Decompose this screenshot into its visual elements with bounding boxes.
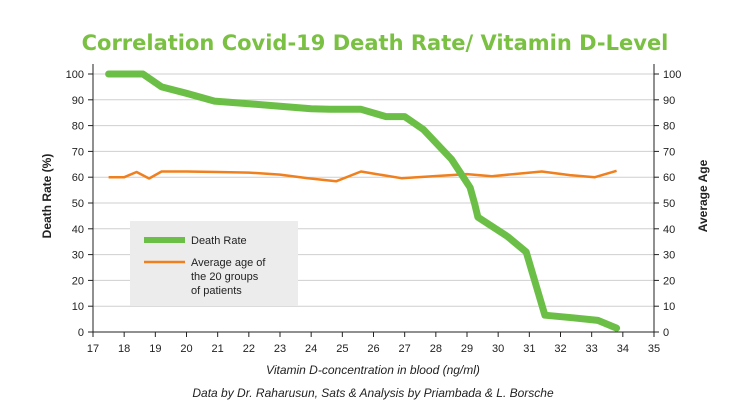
y-tick-label-right: 60 bbox=[663, 172, 675, 184]
y-tick-label-left: 90 bbox=[72, 95, 84, 107]
legend-label-average-age: Average age of the 20 groups of patients bbox=[191, 257, 268, 297]
series-line-death-rate bbox=[105, 70, 621, 332]
y-tick-label-left: 60 bbox=[72, 172, 84, 184]
y-tick-label-right: 0 bbox=[663, 327, 669, 339]
x-axis-label: Vitamin D-concentration in blood (ng/ml) bbox=[266, 363, 480, 377]
y-tick-label-right: 100 bbox=[663, 69, 681, 81]
legend-label-average-age-line-2: the 20 groups bbox=[191, 271, 259, 283]
y-tick-label-right: 40 bbox=[663, 224, 675, 236]
x-tick-label: 21 bbox=[212, 343, 224, 355]
y-tick-label-left: 100 bbox=[66, 69, 84, 81]
y-tick-label-left: 0 bbox=[78, 327, 84, 339]
y-axis-label-right: Average Age bbox=[696, 159, 710, 232]
y-tick-label-left: 20 bbox=[72, 275, 84, 287]
x-tick-label: 31 bbox=[523, 343, 535, 355]
x-tick-label: 30 bbox=[492, 343, 504, 355]
x-tick-label: 24 bbox=[305, 343, 317, 355]
y-tick-label-left: 70 bbox=[72, 146, 84, 158]
x-tick-label: 34 bbox=[617, 343, 629, 355]
y-axis-label-left: Death Rate (%) bbox=[40, 154, 54, 239]
legend-box bbox=[130, 221, 298, 306]
axes: 0 10 20 30 40 50 60 70 80 90 100 0 10 20 30 40 50 60 70 80 9… bbox=[66, 64, 681, 355]
x-tick-label: 33 bbox=[586, 343, 598, 355]
x-tick-label: 20 bbox=[180, 343, 192, 355]
y-tick-label-left: 80 bbox=[72, 121, 84, 133]
x-tick-label: 22 bbox=[243, 343, 255, 355]
y-tick-label-right: 10 bbox=[663, 301, 675, 313]
x-tick-label: 27 bbox=[399, 343, 411, 355]
y-tick-label-right: 90 bbox=[663, 95, 675, 107]
x-tick-label: 29 bbox=[461, 343, 473, 355]
series-line-average-age bbox=[108, 169, 617, 183]
x-tick-label: 26 bbox=[367, 343, 379, 355]
source-note: Data by Dr. Raharusun, Sats & Analysis b… bbox=[192, 386, 554, 400]
x-tick-label: 25 bbox=[336, 343, 348, 355]
x-tick-label: 23 bbox=[274, 343, 286, 355]
legend-label-average-age-line-1: Average age of bbox=[191, 257, 266, 269]
y-tick-label-left: 40 bbox=[72, 224, 84, 236]
x-tick-label: 35 bbox=[648, 343, 660, 355]
legend-label-average-age-line-3: of patients bbox=[191, 285, 242, 297]
x-tick-label: 32 bbox=[554, 343, 566, 355]
y-tick-label-left: 50 bbox=[72, 198, 84, 210]
x-tick-label: 18 bbox=[118, 343, 130, 355]
y-tick-label-left: 10 bbox=[72, 301, 84, 313]
y-tick-label-right: 20 bbox=[663, 275, 675, 287]
y-tick-label-right: 50 bbox=[663, 198, 675, 210]
series bbox=[105, 70, 621, 332]
y-tick-label-left: 30 bbox=[72, 250, 84, 262]
y-tick-label-right: 70 bbox=[663, 146, 675, 158]
legend: Death Rate Average age of the 20 groups … bbox=[130, 221, 298, 306]
y-tick-label-right: 30 bbox=[663, 250, 675, 262]
x-tick-label: 19 bbox=[149, 343, 161, 355]
y-tick-label-right: 80 bbox=[663, 121, 675, 133]
x-tick-label: 28 bbox=[430, 343, 442, 355]
legend-label-death-rate: Death Rate bbox=[191, 235, 247, 247]
x-tick-label: 17 bbox=[87, 343, 99, 355]
chart-title: Correlation Covid-19 Death Rate/ Vitamin… bbox=[82, 31, 669, 55]
